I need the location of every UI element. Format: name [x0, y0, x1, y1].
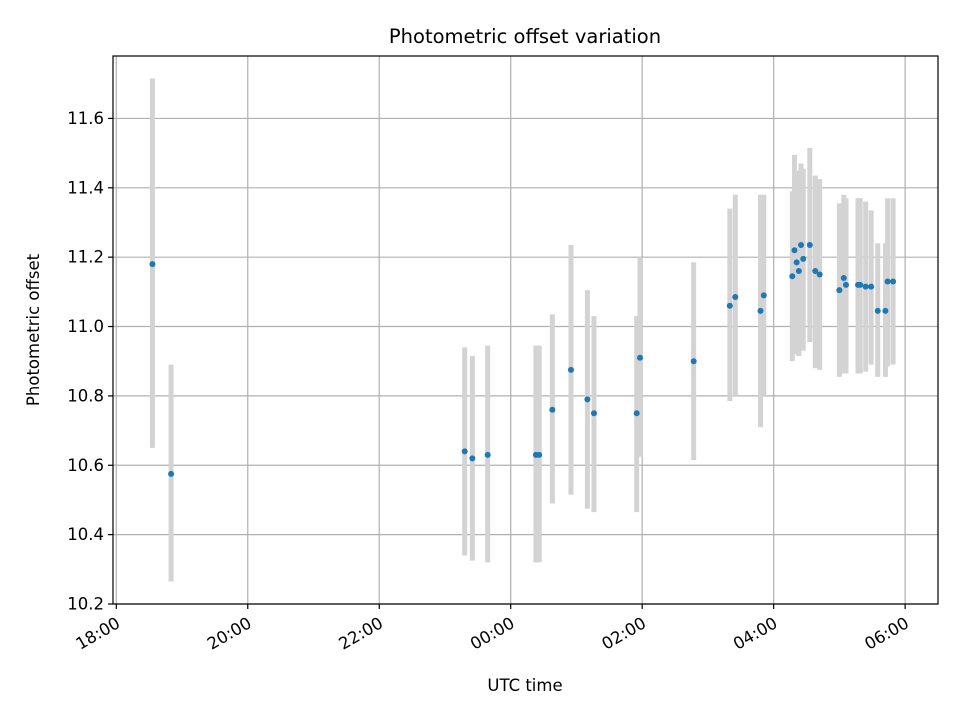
data-point: [806, 242, 813, 249]
data-point: [760, 292, 767, 299]
data-point: [857, 281, 864, 288]
chart-title: Photometric offset variation: [389, 25, 661, 48]
data-point: [536, 451, 543, 458]
data-point: [795, 268, 802, 275]
y-tick-label: 11.6: [67, 109, 104, 128]
data-point: [812, 268, 819, 275]
data-point: [732, 294, 739, 301]
data-point: [584, 396, 591, 403]
data-point: [791, 247, 798, 254]
y-tick-label: 10.8: [67, 386, 104, 405]
data-point: [798, 242, 805, 249]
data-point: [884, 278, 891, 285]
y-tick-label: 10.4: [67, 525, 104, 544]
data-point: [816, 271, 823, 278]
x-axis-label: UTC time: [487, 676, 562, 695]
data-point: [636, 354, 643, 361]
plot-frame: [112, 55, 939, 605]
y-tick-label: 11.0: [67, 317, 104, 336]
y-axis-label: Photometric offset: [24, 253, 43, 406]
data-point: [793, 259, 800, 266]
data-point: [690, 358, 697, 365]
data-point: [168, 470, 175, 477]
data-point: [789, 273, 796, 280]
data-point: [461, 448, 468, 455]
data-point: [469, 455, 476, 462]
data-point: [633, 410, 640, 417]
data-point: [800, 255, 807, 262]
data-point: [567, 366, 574, 373]
data-point: [757, 307, 764, 314]
data-point: [549, 406, 556, 413]
data-point: [890, 278, 897, 285]
data-point: [840, 274, 847, 281]
y-axis-ticks: 10.2 10.4 10.6 10.8 11.0 11.2 11.4 11.6: [67, 109, 113, 614]
data-point: [868, 283, 875, 290]
data-point: [842, 281, 849, 288]
y-tick-label: 11.4: [67, 178, 104, 197]
data-point: [874, 307, 881, 314]
point-layer: [149, 242, 897, 477]
data-point: [590, 410, 597, 417]
data-point: [882, 307, 889, 314]
data-point: [862, 283, 869, 290]
data-point: [836, 287, 843, 294]
data-point: [484, 451, 491, 458]
y-tick-label: 10.2: [67, 595, 104, 614]
y-tick-label: 10.6: [67, 456, 104, 475]
y-tick-label: 11.2: [67, 248, 104, 267]
data-point: [149, 261, 156, 268]
data-point: [726, 302, 733, 309]
